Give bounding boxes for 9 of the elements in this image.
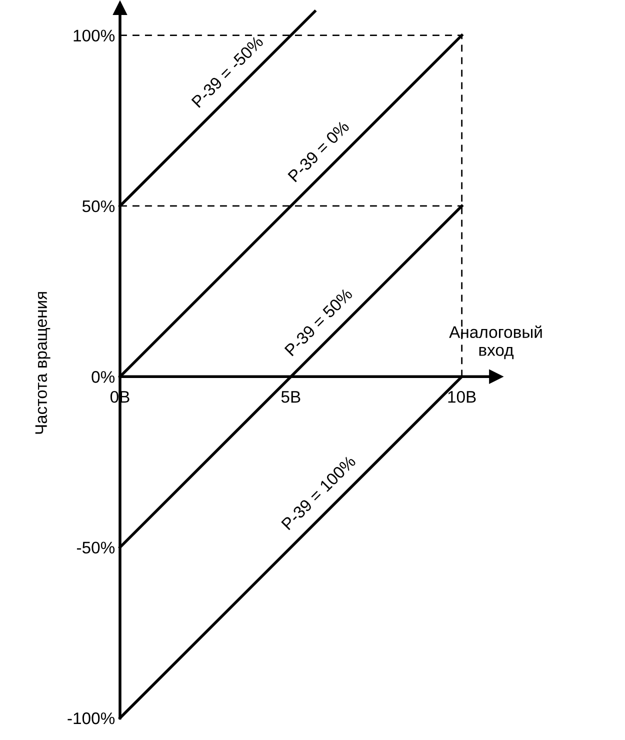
y-tick-label: -100%	[68, 712, 115, 724]
y-axis-title: Частота вращения	[35, 292, 50, 434]
x-axis-title: Аналоговый вход	[449, 325, 542, 360]
y-tick-label: 100%	[74, 30, 115, 42]
x-tick-label: 5В	[281, 391, 300, 403]
y-tick-label: -50%	[76, 542, 115, 554]
y-tick-label: 50%	[82, 200, 115, 212]
x-tick-label: 10В	[448, 390, 476, 403]
y-tick-label: 0%	[92, 371, 115, 383]
